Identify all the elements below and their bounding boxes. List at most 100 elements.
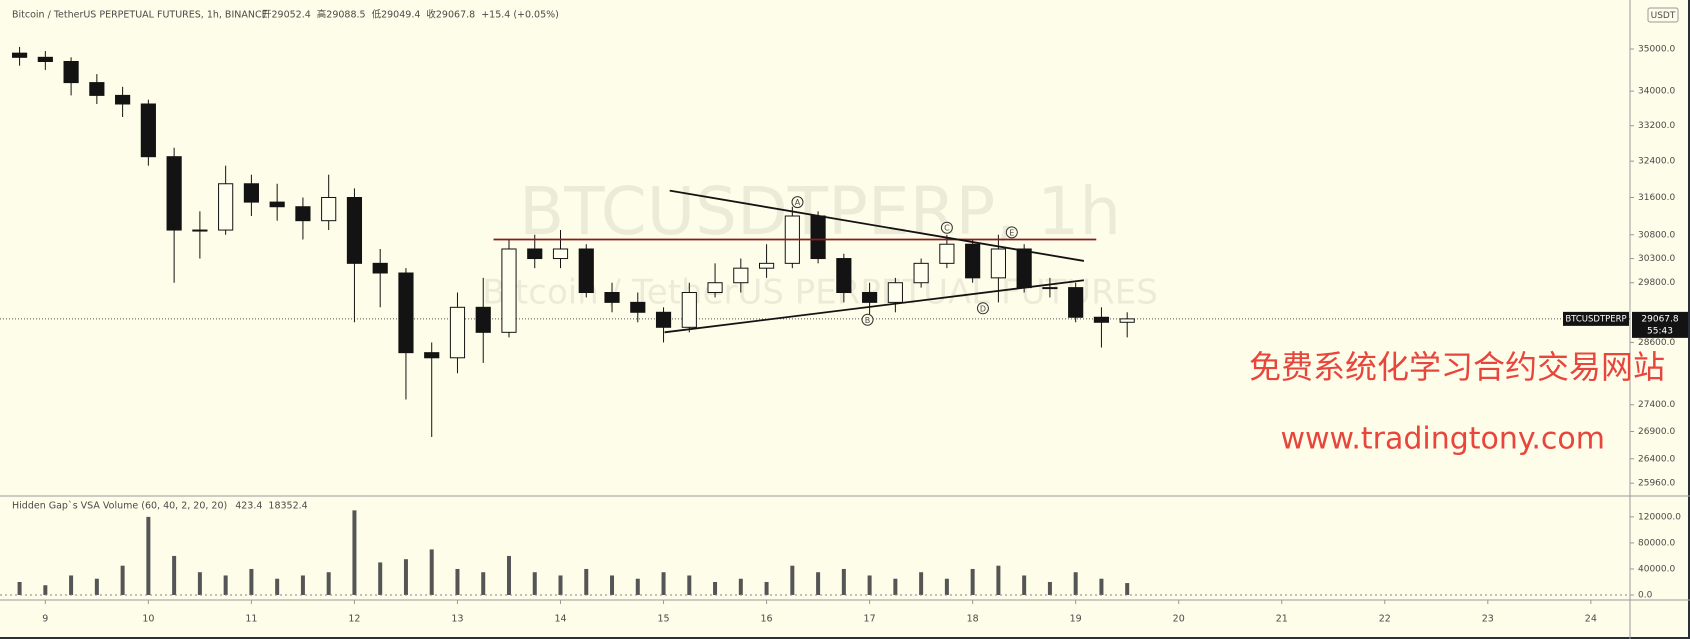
- volume-bar: [249, 568, 254, 595]
- candle-body: [990, 248, 1006, 279]
- volume-bar: [43, 585, 48, 595]
- candle-body: [630, 301, 646, 313]
- wave-marker: [976, 302, 989, 315]
- x-tick-label: 15: [657, 614, 669, 625]
- y-tick-label: 31600.0: [1638, 193, 1675, 203]
- volume-bar: [1073, 572, 1078, 595]
- candle-body: [115, 94, 131, 105]
- x-tick-label: 9: [42, 614, 48, 625]
- candle-body: [939, 243, 955, 264]
- volume-bar: [506, 555, 511, 595]
- volume-bar: [919, 572, 924, 595]
- volume-bar: [893, 578, 898, 595]
- x-tick-label: 12: [348, 614, 360, 625]
- x-tick-label: 24: [1585, 614, 1597, 625]
- candle-body: [707, 282, 723, 294]
- promo-url: www.tradingtony.com: [1280, 422, 1605, 457]
- volume-bar: [764, 581, 769, 595]
- wave-marker: [1005, 226, 1018, 239]
- candle-body: [295, 206, 311, 222]
- candle-body: [243, 183, 259, 203]
- volume-bar: [996, 565, 1001, 595]
- price-tag-countdown: 55:43: [1647, 326, 1673, 336]
- volume-reading: 18352.4: [268, 501, 307, 512]
- candle-body: [475, 306, 491, 333]
- candle-body: [758, 262, 775, 269]
- wave-marker: [861, 313, 874, 326]
- volume-bar: [584, 568, 589, 595]
- x-tick-label: 18: [967, 614, 979, 625]
- volume-bar: [223, 575, 228, 595]
- volume-bar: [326, 572, 331, 595]
- volume-bar: [635, 578, 640, 595]
- volume-bar: [120, 565, 125, 595]
- currency-box: [1647, 7, 1679, 23]
- candle-body: [63, 60, 79, 84]
- trend-line: [669, 189, 1085, 262]
- wave-marker: [940, 221, 953, 234]
- candle-body: [1016, 248, 1032, 289]
- x-tick-label: 21: [1276, 614, 1288, 625]
- volume-bar: [687, 575, 692, 595]
- volume-bar: [816, 572, 821, 595]
- volume-bar: [841, 568, 846, 595]
- currency: USDT: [1651, 11, 1676, 21]
- candle-body: [398, 272, 414, 354]
- wave-label: C: [944, 224, 950, 233]
- ohlc-reading: 收29067.8: [426, 9, 475, 21]
- volume-bar: [790, 565, 795, 595]
- x-tick-label: 17: [864, 614, 876, 625]
- candle-body: [346, 196, 363, 264]
- candle-body: [862, 292, 878, 303]
- candle-body: [449, 306, 466, 359]
- y-tick-label: 35000.0: [1638, 44, 1675, 54]
- candle-body: [578, 248, 594, 294]
- candle-body: [37, 56, 53, 62]
- volume-y-tick-label: 40000.0: [1638, 564, 1675, 574]
- candle-body: [733, 267, 749, 284]
- volume-bar: [1022, 575, 1027, 595]
- candle-body: [1068, 287, 1084, 318]
- volume-bar: [1047, 581, 1052, 595]
- y-tick-label: 34000.0: [1638, 87, 1675, 97]
- volume-bar: [713, 581, 718, 595]
- volume-bar: [17, 581, 22, 595]
- y-tick-label: 25960.0: [1638, 479, 1675, 489]
- volume-bar: [455, 568, 460, 595]
- volume-bar: [610, 575, 615, 595]
- volume-bar: [944, 578, 949, 595]
- volume-bar: [94, 578, 99, 595]
- volume-bar: [300, 575, 305, 595]
- watermark-desc: Bitcoin / TetherUS PERPETUAL FUTURES: [482, 273, 1158, 313]
- candle-body: [166, 156, 182, 231]
- ohlc-reading: +15.4 (+0.05%): [481, 10, 559, 21]
- volume-bar: [867, 575, 872, 595]
- candle-body: [965, 243, 981, 279]
- y-tick-label: 29800.0: [1638, 278, 1675, 288]
- y-tick-label: 26900.0: [1638, 427, 1675, 437]
- volume-bar: [661, 572, 666, 595]
- x-tick-label: 22: [1379, 614, 1391, 625]
- symbol-tag: [1563, 311, 1629, 326]
- price-tag: [1632, 311, 1688, 338]
- volume-bar: [197, 572, 202, 595]
- wave-marker: [791, 196, 804, 209]
- volume-bar: [738, 578, 743, 595]
- y-tick-label: 30300.0: [1638, 254, 1675, 264]
- x-tick-label: 20: [1173, 614, 1185, 625]
- x-tick-label: 13: [451, 614, 463, 625]
- volume-bar: [429, 549, 434, 595]
- candle-body: [140, 103, 156, 158]
- volume-y-tick-label: 0.0: [1638, 591, 1653, 601]
- volume-bar: [403, 559, 408, 595]
- volume-bar: [481, 572, 486, 595]
- ohlc-reading: 低29049.4: [372, 9, 421, 21]
- volume-bar: [558, 575, 563, 595]
- y-tick-label: 33200.0: [1638, 121, 1675, 131]
- symbol-tag-text: BTCUSDTPERP: [1565, 314, 1626, 324]
- candle-body: [1119, 318, 1135, 323]
- y-tick-label: 26400.0: [1638, 454, 1675, 464]
- volume-bar: [146, 516, 151, 595]
